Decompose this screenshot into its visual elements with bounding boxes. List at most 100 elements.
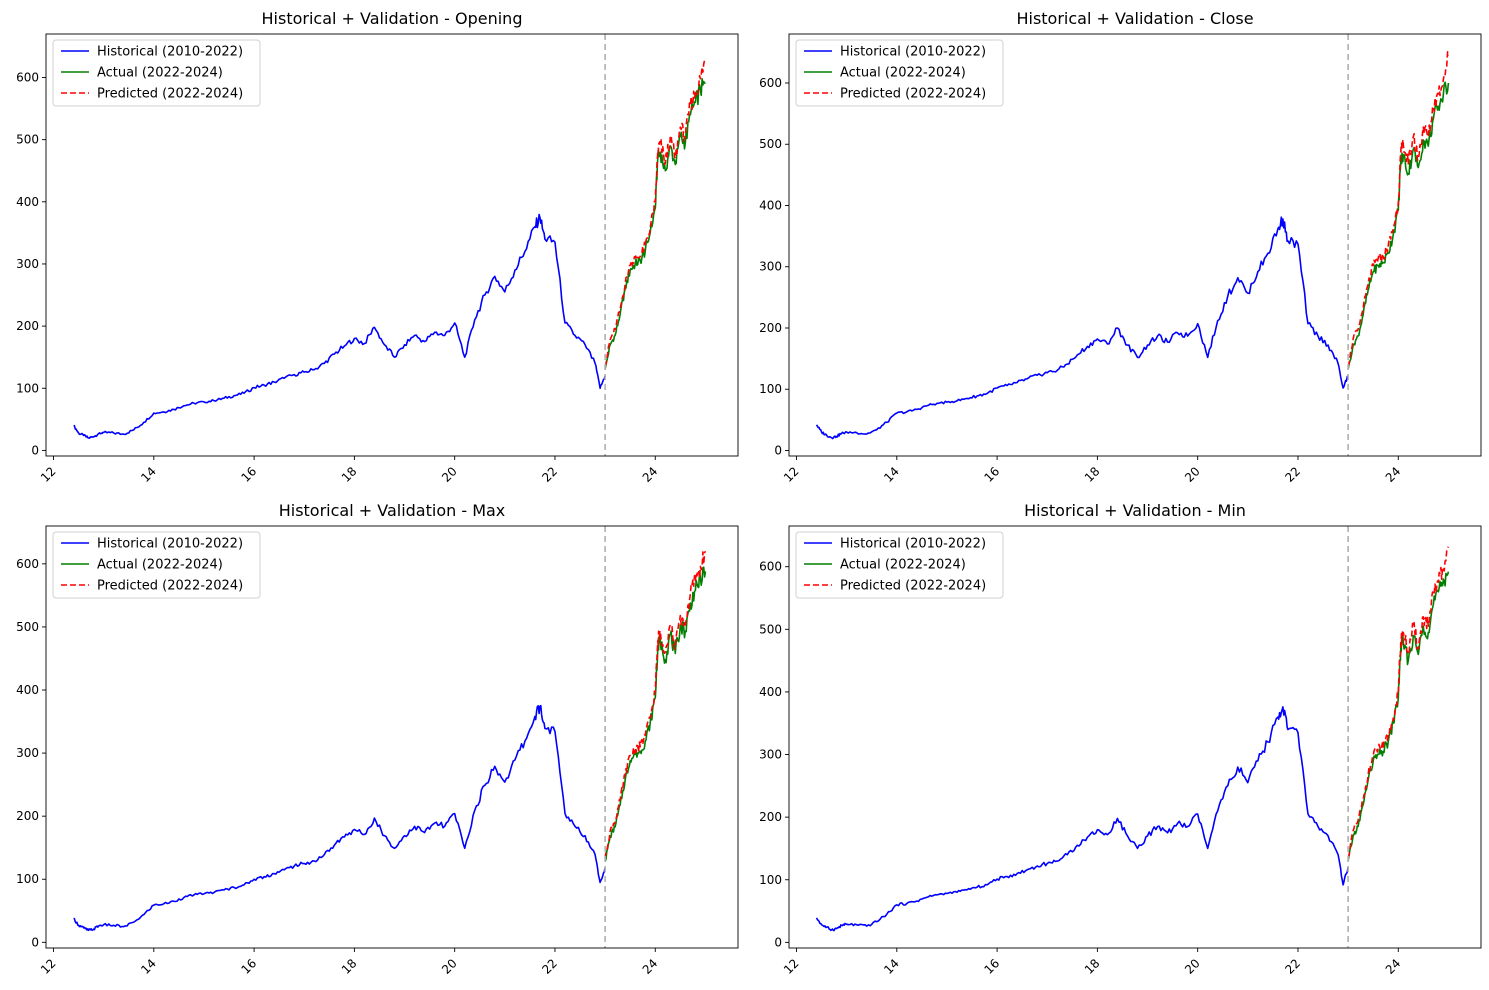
y-tick-label: 100 (759, 873, 782, 887)
legend-entry-label: Predicted (2022-2024) (97, 579, 243, 594)
series-line (1347, 546, 1450, 859)
y-tick-label: 300 (759, 748, 782, 762)
x-tick-label: 24 (1383, 956, 1404, 977)
x-tick-label: 12 (781, 464, 802, 485)
x-tick-label: 18 (1082, 464, 1103, 485)
series-group (73, 58, 707, 439)
chart-title: Historical + Validation - Max (279, 501, 506, 520)
y-tick-label: 600 (16, 71, 39, 85)
x-tick-label: 20 (1182, 464, 1203, 485)
x-tick-label: 16 (982, 956, 1003, 977)
y-tick-label: 300 (16, 746, 39, 760)
plot-frame (45, 525, 739, 949)
series-line (815, 216, 1349, 440)
legend-entry-label: Predicted (2022-2024) (840, 87, 986, 102)
plot-frame (788, 33, 1482, 457)
chart-panel: Historical + Validation - Close 0 100 200 30… (759, 9, 1482, 485)
y-tick-label: 300 (759, 260, 782, 274)
x-tick-label: 14 (881, 464, 902, 485)
legend-entry-label: Historical (2010-2022) (840, 537, 986, 552)
y-tick-label: 0 (774, 443, 782, 457)
x-tick-label: 18 (339, 956, 360, 977)
legend-entry-label: Predicted (2022-2024) (840, 579, 986, 594)
y-tick-label: 0 (31, 443, 39, 457)
plot-frame (788, 525, 1482, 949)
chart-panel: Historical + Validation - Opening 0 100 200… (16, 9, 739, 485)
chart-title: Historical + Validation - Opening (262, 9, 523, 28)
legend-box (52, 531, 261, 599)
series-line (73, 704, 606, 932)
y-tick-label: 200 (16, 319, 39, 333)
x-tick-label: 16 (239, 956, 260, 977)
x-tick-label: 12 (38, 956, 59, 977)
legend-entry-label: Actual (2022-2024) (840, 66, 966, 81)
series-group (73, 550, 707, 932)
y-tick-label: 400 (16, 195, 39, 209)
legend-entry-label: Actual (2022-2024) (840, 558, 966, 573)
x-tick-label: 14 (881, 956, 902, 977)
x-tick-label: 24 (640, 464, 661, 485)
x-tick-label: 20 (439, 464, 460, 485)
y-tick-label: 400 (759, 198, 782, 212)
series-group (815, 546, 1450, 932)
x-tick-label: 12 (781, 956, 802, 977)
y-tick-label: 600 (16, 557, 39, 571)
series-line (604, 58, 707, 367)
series-line (73, 213, 606, 439)
x-tick-label: 24 (640, 956, 661, 977)
legend-entry-label: Actual (2022-2024) (97, 558, 223, 573)
y-tick-label: 600 (759, 76, 782, 90)
legend-box (795, 531, 1004, 599)
chart-title: Historical + Validation - Min (1024, 501, 1246, 520)
series-line (1347, 571, 1450, 862)
x-tick-label: 20 (1182, 956, 1203, 977)
x-tick-label: 14 (138, 956, 159, 977)
y-tick-label: 300 (16, 257, 39, 271)
y-tick-label: 0 (774, 935, 782, 949)
y-tick-label: 500 (759, 622, 782, 636)
series-line (815, 706, 1349, 932)
y-tick-label: 200 (759, 810, 782, 824)
series-line (604, 550, 707, 859)
x-tick-label: 12 (38, 464, 59, 485)
series-group (815, 51, 1450, 440)
y-tick-label: 500 (759, 137, 782, 151)
x-tick-label: 18 (339, 464, 360, 485)
x-tick-label: 22 (539, 956, 560, 977)
y-tick-label: 100 (16, 381, 39, 395)
series-line (1347, 81, 1450, 370)
y-tick-label: 100 (16, 872, 39, 886)
legend-box (795, 39, 1004, 107)
chart-title: Historical + Validation - Close (1016, 9, 1253, 28)
y-tick-label: 500 (16, 620, 39, 634)
chart-panel: Historical + Validation - Min 0 100 200 300 4… (759, 501, 1482, 977)
x-tick-label: 22 (539, 464, 560, 485)
legend-entry-label: Predicted (2022-2024) (97, 87, 243, 102)
x-tick-label: 14 (138, 464, 159, 485)
series-line (604, 566, 707, 862)
legend-entry-label: Actual (2022-2024) (97, 66, 223, 81)
y-tick-label: 0 (31, 935, 39, 949)
x-tick-label: 16 (239, 464, 260, 485)
x-tick-label: 22 (1282, 956, 1303, 977)
series-line (604, 78, 706, 370)
y-tick-label: 600 (759, 560, 782, 574)
y-tick-label: 400 (759, 685, 782, 699)
x-tick-label: 20 (439, 956, 460, 977)
y-tick-label: 500 (16, 133, 39, 147)
y-tick-label: 200 (16, 809, 39, 823)
x-tick-label: 18 (1082, 956, 1103, 977)
y-tick-label: 100 (759, 382, 782, 396)
y-tick-label: 400 (16, 683, 39, 697)
series-line (1347, 51, 1450, 367)
plot-frame (45, 33, 739, 457)
chart-panel: Historical + Validation - Max 0 100 200 300 4… (16, 501, 739, 977)
legend-entry-label: Historical (2010-2022) (97, 45, 243, 60)
legend-box (52, 39, 261, 107)
x-tick-label: 22 (1282, 464, 1303, 485)
y-tick-label: 200 (759, 321, 782, 335)
x-tick-label: 16 (982, 464, 1003, 485)
legend-entry-label: Historical (2010-2022) (840, 45, 986, 60)
